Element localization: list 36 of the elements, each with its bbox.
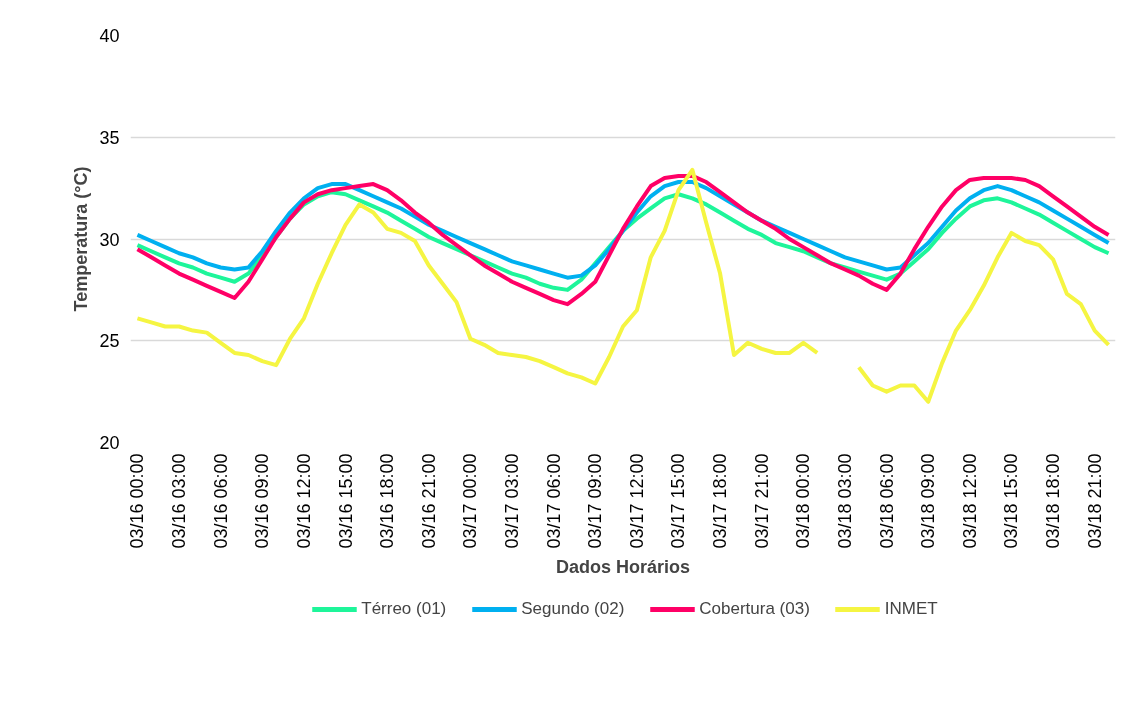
x-tick-label: 03/16 18:00 xyxy=(377,453,398,549)
x-tick-label: 03/17 12:00 xyxy=(626,453,647,549)
x-tick-label: 03/18 00:00 xyxy=(793,453,814,549)
x-axis-title: Dados Horários xyxy=(555,556,691,577)
x-tick-label: 03/18 03:00 xyxy=(834,453,855,549)
x-tick-label: 03/16 12:00 xyxy=(293,453,314,549)
x-tick-label: 03/17 21:00 xyxy=(751,453,772,549)
x-tick-label: 03/18 06:00 xyxy=(876,453,897,549)
x-tick-label: 03/16 00:00 xyxy=(127,453,148,549)
x-tick-label: 03/16 06:00 xyxy=(210,453,231,549)
y-tick-label: 25 xyxy=(99,331,120,352)
x-tick-label: 03/18 12:00 xyxy=(959,453,980,549)
line-series xyxy=(135,173,1111,307)
y-tick-label: 40 xyxy=(99,26,120,46)
legend-label: Segundo (02) xyxy=(521,599,625,619)
legend-label: Cobertura (03) xyxy=(699,599,810,619)
x-tick-label: 03/16 03:00 xyxy=(169,453,190,549)
x-tick-label: 03/18 09:00 xyxy=(918,453,939,549)
x-tick-label: 03/18 21:00 xyxy=(1084,453,1105,549)
y-axis-title: Temperatura (°C) xyxy=(71,166,92,312)
x-tick-label: 03/17 09:00 xyxy=(585,453,606,549)
x-tick-label: 03/16 15:00 xyxy=(335,453,356,549)
y-tick-label: 20 xyxy=(99,433,120,453)
legend-label: Térreo (01) xyxy=(361,599,447,619)
y-tick-label: 35 xyxy=(99,127,120,148)
x-tick-label: 03/17 03:00 xyxy=(502,453,523,549)
x-tick-label: 03/16 21:00 xyxy=(418,453,439,549)
x-tick-label: 03/17 06:00 xyxy=(543,453,564,549)
y-tick-label: 30 xyxy=(99,229,120,250)
x-tick-label: 03/17 18:00 xyxy=(710,453,731,549)
x-tick-label: 03/18 15:00 xyxy=(1001,453,1022,549)
x-tick-label: 03/18 18:00 xyxy=(1043,453,1064,549)
legend-label: INMET xyxy=(884,599,938,619)
x-tick-label: 03/16 09:00 xyxy=(252,453,273,549)
x-tick-label: 03/17 15:00 xyxy=(668,453,689,549)
x-tick-label: 03/17 00:00 xyxy=(460,453,481,549)
